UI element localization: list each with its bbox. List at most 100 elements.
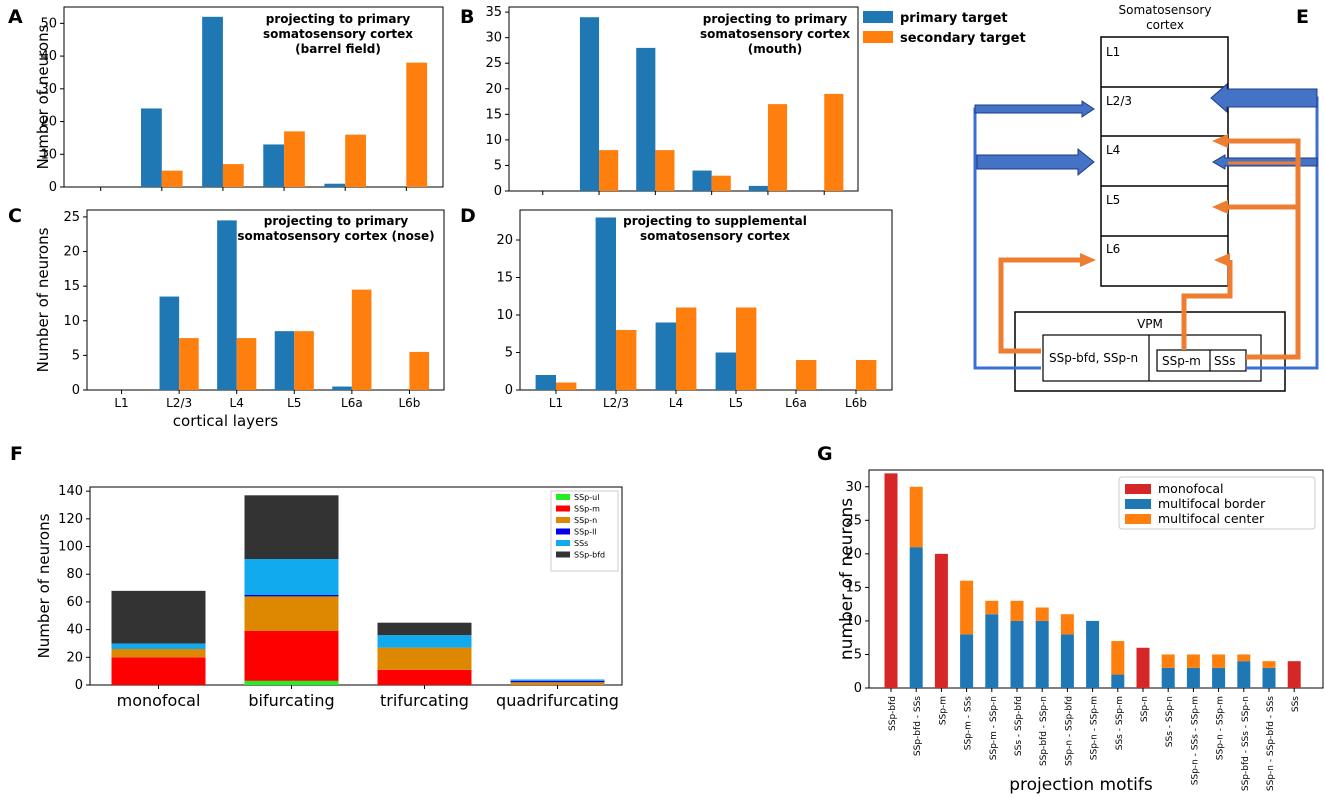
stack-segment-multifocal-border-14 bbox=[1237, 661, 1251, 688]
stack-segment-SSp-n-quadrifurcating bbox=[510, 682, 605, 685]
chart-C: 0 5 10 15 20 25 L1 L2/3 L4 L5 L6a L6b projecting to … bbox=[34, 209, 445, 430]
x-tick-label: SSp-n - SSp-bfd bbox=[1064, 696, 1074, 766]
cortex-title-line2: cortex bbox=[1146, 18, 1184, 32]
stack-segment-SSp-ll-quadrifurcating bbox=[510, 680, 605, 683]
y-tick-label: 10 bbox=[40, 147, 57, 162]
chart-F: 0 20 40 60 80 100 120 140 monofocal bifurcating tr… bbox=[35, 484, 623, 710]
y-tick-label: 25 bbox=[845, 513, 862, 528]
stack-segment-SSp-m-monofocal bbox=[111, 657, 206, 685]
vpm-ssp-m: SSp-m bbox=[1162, 354, 1201, 368]
chart-title-line: (mouth) bbox=[748, 42, 803, 56]
legend-label-SSs: SSs bbox=[574, 539, 588, 548]
legend-swatch-SSp-ul bbox=[556, 494, 570, 500]
bar-primary-L2/3 bbox=[141, 108, 162, 187]
stack-segment-SSp-ul-bifurcating bbox=[244, 680, 339, 685]
stack-segment-SSp-m-trifurcating bbox=[377, 669, 472, 685]
y-tick-label: 140 bbox=[58, 484, 83, 499]
x-tick-label: monofocal bbox=[117, 691, 201, 710]
legend-swatch-SSp-m bbox=[556, 505, 570, 512]
legend-label-SSp-m: SSp-m bbox=[574, 505, 600, 514]
chart-D: 0 5 10 15 20 L1 L2/3 L4 L5 L6a L6b projecting to su… bbox=[496, 209, 893, 410]
stack-segment-multifocal-border-7 bbox=[1060, 634, 1074, 688]
y-tick-label: 5 bbox=[854, 647, 862, 662]
bar-secondary-L6b bbox=[824, 93, 844, 191]
y-tick-label: 20 bbox=[496, 233, 513, 248]
x-tick-label: quadrifurcating bbox=[496, 691, 619, 710]
panel-letter-B: B bbox=[460, 6, 474, 28]
plot-frame bbox=[63, 6, 444, 188]
stack-segment-SSp-n-trifurcating bbox=[377, 647, 472, 670]
bar-primary-L6a bbox=[332, 386, 352, 390]
stack-segment-multifocal-border-6 bbox=[1035, 620, 1049, 688]
y-tick-label: 35 bbox=[485, 5, 502, 20]
legend-swatch-monofocal bbox=[1125, 484, 1151, 494]
x-tick-label: SSp-m - SSs bbox=[964, 696, 974, 751]
chart-title-line: projecting to supplemental bbox=[623, 214, 807, 228]
x-tick-label: SSp-n - SSp-m bbox=[1090, 696, 1100, 760]
stack-segment-monofocal-2 bbox=[934, 553, 948, 688]
y-tick-label: 120 bbox=[58, 512, 83, 527]
legend-label-SSp-ul: SSp-ul bbox=[574, 493, 599, 502]
x-axis-label: projection motifs bbox=[1009, 775, 1153, 795]
x-tick-label: SSp-n - SSp-m bbox=[1216, 696, 1226, 760]
x-tick-label: L6a bbox=[341, 396, 363, 410]
orange-arrowhead-L6-right bbox=[1214, 253, 1230, 267]
stack-segment-multifocal-border-5 bbox=[1010, 620, 1024, 688]
x-tick-label: SSp-bfd - SSp-n bbox=[1039, 696, 1049, 766]
y-tick-label: 15 bbox=[496, 271, 513, 286]
bar-primary-L4 bbox=[202, 16, 223, 188]
stack-segment-multifocal-center-4 bbox=[985, 600, 999, 615]
legend-swatch-multifocal-center bbox=[1125, 514, 1151, 524]
blue-arrow-left-to-L4 bbox=[976, 147, 1095, 177]
bar-primary-L6a bbox=[748, 185, 768, 191]
orange-arrowhead-L5 bbox=[1212, 200, 1228, 214]
y-tick-label: 25 bbox=[63, 210, 80, 225]
bar-secondary-L4 bbox=[655, 150, 675, 191]
orange-arrowhead-L6-left bbox=[1080, 253, 1096, 267]
y-tick-label: 30 bbox=[845, 480, 862, 495]
bar-primary-L6a bbox=[324, 183, 346, 187]
stack-segment-multifocal-center-9 bbox=[1111, 641, 1125, 675]
y-axis-label: Number of neurons bbox=[34, 227, 52, 372]
stack-segment-multifocal-border-11 bbox=[1161, 667, 1175, 688]
y-tick-label: 50 bbox=[40, 16, 57, 31]
bar-secondary-L5 bbox=[294, 331, 314, 390]
x-tick-label: L2/3 bbox=[166, 396, 192, 410]
y-tick-label: 0 bbox=[72, 383, 80, 398]
x-tick-label: SSs - SSp-bfd bbox=[1014, 696, 1024, 756]
bar-primary-L4 bbox=[636, 47, 656, 192]
legend-label-primary: primary target bbox=[900, 11, 1008, 26]
y-tick-label: 15 bbox=[63, 279, 80, 294]
bar-secondary-L2/3 bbox=[161, 170, 183, 187]
y-axis-label: Number of neurons bbox=[34, 24, 52, 169]
y-tick-label: 20 bbox=[40, 115, 57, 130]
y-tick-label: 10 bbox=[63, 314, 80, 329]
y-tick-label: 5 bbox=[505, 346, 513, 361]
orange-line-right bbox=[1228, 138, 1301, 360]
y-tick-label: 15 bbox=[485, 107, 502, 122]
x-tick-label: bifurcating bbox=[248, 691, 334, 710]
y-tick-label: 0 bbox=[854, 681, 862, 696]
x-tick-label: SSp-m - SSp-n bbox=[989, 696, 999, 760]
y-tick-label: 5 bbox=[494, 158, 502, 173]
stack-segment-multifocal-border-8 bbox=[1086, 620, 1100, 688]
chart-B: 0 5 10 15 20 25 30 35 projecting to primarysomat… bbox=[485, 5, 859, 199]
bar-secondary-L4 bbox=[236, 338, 257, 390]
bar-primary-L4 bbox=[655, 322, 676, 390]
vpm-label: VPM bbox=[1137, 317, 1163, 331]
bar-primary-L2/3 bbox=[159, 296, 180, 390]
legend-swatch-primary bbox=[863, 11, 893, 23]
stack-segment-multifocal-center-7 bbox=[1060, 614, 1074, 635]
x-tick-label: SSp-bfd - SSs - SSp-n bbox=[1241, 696, 1251, 791]
bar-secondary-L5 bbox=[736, 307, 757, 390]
blue-arrow-right-to-L23 bbox=[1210, 82, 1318, 114]
stack-segment-SSs-quadrifurcating bbox=[510, 679, 605, 681]
bar-secondary-L2/3 bbox=[179, 338, 199, 390]
bar-secondary-L6a bbox=[345, 134, 366, 187]
layer-label-L5: L5 bbox=[1106, 193, 1120, 207]
stack-segment-multifocal-center-1 bbox=[909, 486, 923, 548]
stack-segment-multifocal-center-13 bbox=[1212, 654, 1226, 668]
stack-segment-SSp-bfd-bifurcating bbox=[244, 495, 339, 559]
